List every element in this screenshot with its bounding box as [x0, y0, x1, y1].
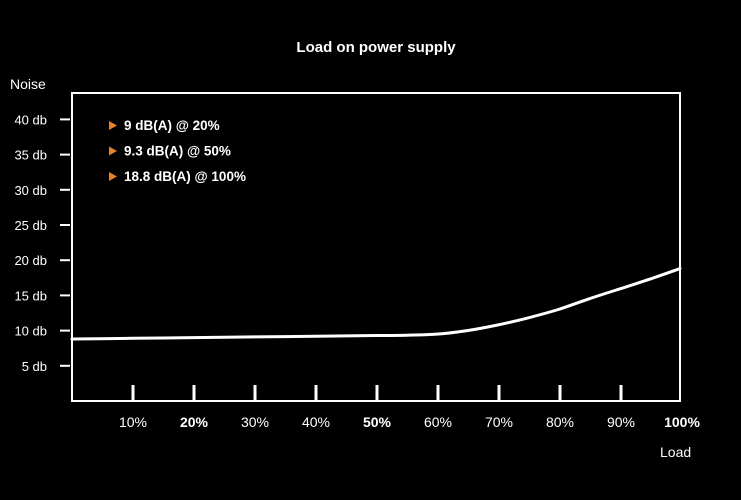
y-tick-label: 30 db — [14, 183, 47, 198]
x-tick-label: 50% — [363, 414, 392, 430]
x-tick-label: 30% — [241, 414, 269, 430]
y-axis-label: Noise — [10, 76, 46, 92]
y-tick-label: 40 db — [14, 112, 47, 127]
y-tick-label: 10 db — [14, 324, 47, 339]
annotation-text: 9.3 dB(A) @ 50% — [124, 144, 231, 159]
triangle-bullet-icon — [109, 121, 117, 130]
plot-frame — [71, 92, 681, 402]
x-tick-label: 10% — [119, 414, 147, 430]
y-tick-label: 25 db — [14, 218, 47, 233]
y-tick-label: 20 db — [14, 253, 47, 268]
x-tick-label: 80% — [546, 414, 574, 430]
y-tick-label: 15 db — [14, 288, 47, 303]
annotation-text: 18.8 dB(A) @ 100% — [124, 169, 246, 184]
noise-curve — [70, 267, 682, 341]
x-axis-label: Load — [660, 444, 691, 460]
x-tick-label: 60% — [424, 414, 452, 430]
y-tick-label: 35 db — [14, 148, 47, 163]
annotation-list: 9 dB(A) @ 20% 9.3 dB(A) @ 50% 18.8 dB(A) @… — [109, 118, 246, 184]
annotation-text: 9 dB(A) @ 20% — [124, 118, 220, 133]
y-tick-label: 5 db — [22, 359, 47, 374]
x-tick-label: 90% — [607, 414, 635, 430]
chart-title: Load on power supply — [296, 39, 456, 56]
x-tick-label: 100% — [664, 414, 700, 430]
x-tick-label: 40% — [302, 414, 330, 430]
x-tick-label: 20% — [180, 414, 209, 430]
x-axis: 10% 20% 30% 40% 50% 60% 70% 80% 90% 100% — [119, 385, 700, 430]
triangle-bullet-icon — [109, 172, 117, 181]
y-axis: 5 db 10 db 15 db 20 db 25 db 30 db 35 db 40 db — [14, 112, 70, 374]
x-tick-label: 70% — [485, 414, 513, 430]
triangle-bullet-icon — [109, 146, 117, 156]
